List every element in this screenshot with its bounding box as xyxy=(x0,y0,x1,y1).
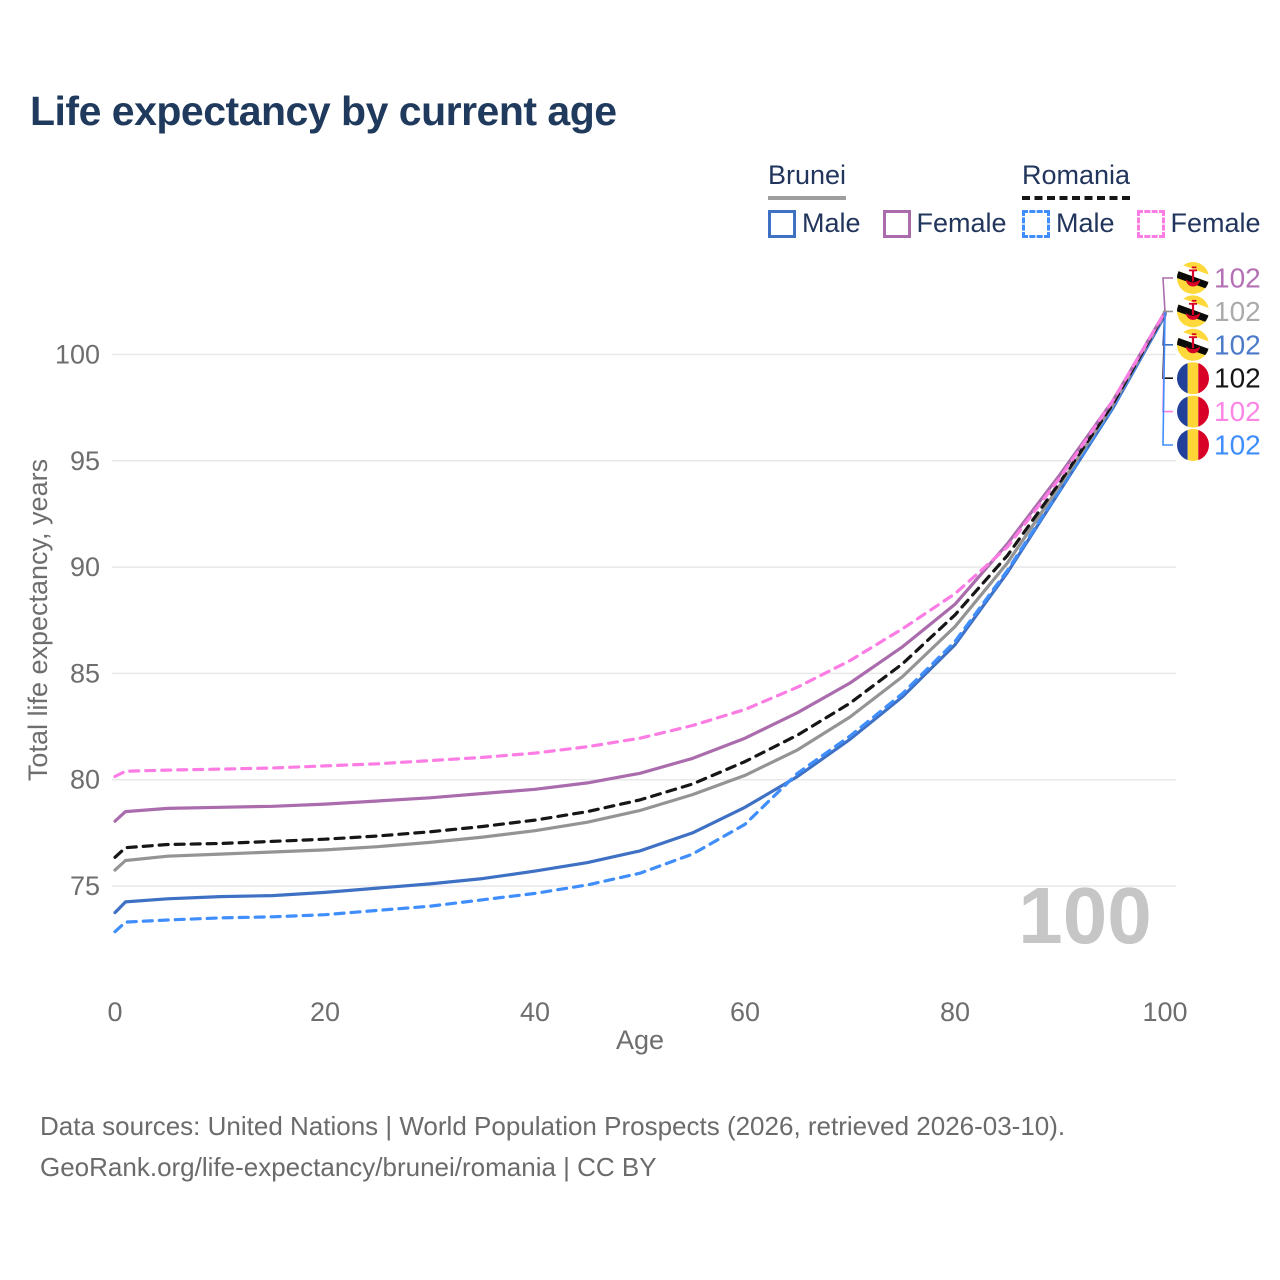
end-value-label-brunei-both: 102 xyxy=(1214,296,1261,327)
series-line-romania-male[interactable] xyxy=(113,312,1167,934)
end-label-connector xyxy=(1162,310,1173,313)
end-value-label-romania-female: 102 xyxy=(1214,396,1261,427)
y-axis-tick-labels: 75 80 85 90 95 100 xyxy=(55,340,100,902)
y-tick-label-85: 85 xyxy=(70,658,100,688)
y-tick-label-100: 100 xyxy=(55,340,100,370)
x-tick-label-80: 80 xyxy=(940,997,970,1027)
x-tick-label-20: 20 xyxy=(310,997,340,1027)
romania-male-swatch-icon xyxy=(1022,209,1050,238)
legend-item-label: Female xyxy=(1170,208,1261,238)
x-axis-tick-labels: 0 20 40 60 80 100 xyxy=(107,997,1187,1027)
end-label-connector xyxy=(1162,311,1173,446)
legend-item-brunei-female[interactable]: Female xyxy=(882,208,1007,239)
y-tick-label-75: 75 xyxy=(70,871,100,901)
series-line-brunei-male[interactable] xyxy=(113,313,1167,915)
current-age-watermark: 100 xyxy=(1018,871,1151,960)
legend: Brunei Male Female Romania Male Female xyxy=(0,160,1280,240)
brunei-flag-icon xyxy=(1173,295,1213,327)
legend-heading-brunei: Brunei xyxy=(768,160,847,200)
romania-flag-icon xyxy=(1177,362,1209,394)
end-value-label-romania-male: 102 xyxy=(1214,430,1261,461)
end-value-label-brunei-male: 102 xyxy=(1214,329,1261,360)
legend-heading-romania: Romania xyxy=(1022,160,1131,200)
x-axis-title: Age xyxy=(616,1025,664,1055)
brunei-female-swatch-icon xyxy=(882,209,911,238)
footer-data-sources: Data sources: United Nations | World Pop… xyxy=(40,1111,1066,1141)
end-label-connector xyxy=(1162,277,1173,313)
y-tick-label-95: 95 xyxy=(70,446,100,476)
y-tick-label-90: 90 xyxy=(70,552,100,582)
x-tick-label-40: 40 xyxy=(520,997,550,1027)
legend-item-label: Male xyxy=(1056,208,1115,238)
series-lines xyxy=(113,310,1167,934)
page-title: Life expectancy by current age xyxy=(30,88,617,134)
x-tick-label-0: 0 xyxy=(107,997,122,1027)
series-line-romania-female[interactable] xyxy=(113,310,1167,779)
legend-item-brunei-male[interactable]: Male xyxy=(768,208,861,239)
x-tick-label-60: 60 xyxy=(730,997,760,1027)
brunei-flag-icon xyxy=(1173,329,1213,361)
romania-female-swatch-icon xyxy=(1136,209,1165,238)
brunei-flag-icon xyxy=(1173,262,1213,294)
romania-flag-icon xyxy=(1177,429,1209,461)
series-line-romania-both-sexes[interactable] xyxy=(113,311,1167,859)
x-tick-label-100: 100 xyxy=(1142,997,1187,1027)
end-value-label-romania-both: 102 xyxy=(1214,363,1261,394)
end-value-label-brunei-female: 102 xyxy=(1214,263,1261,294)
series-line-brunei-female[interactable] xyxy=(113,310,1167,823)
y-tick-label-80: 80 xyxy=(70,765,100,795)
romania-flag-icon xyxy=(1177,396,1209,428)
legend-item-label: Male xyxy=(802,208,861,238)
footer-attribution: GeoRank.org/life-expectancy/brunei/roman… xyxy=(40,1152,657,1182)
series-line-brunei-both-sexes[interactable] xyxy=(113,311,1167,872)
y-axis-title: Total life expectancy, years xyxy=(23,459,53,781)
footer: Data sources: United Nations | World Pop… xyxy=(40,1106,1065,1188)
legend-item-romania-female[interactable]: Female xyxy=(1136,208,1261,239)
legend-item-label: Female xyxy=(916,208,1007,238)
legend-group-romania: Romania Male Female xyxy=(1022,160,1280,239)
legend-item-romania-male[interactable]: Male xyxy=(1022,208,1115,239)
brunei-male-swatch-icon xyxy=(768,209,796,238)
legend-group-brunei: Brunei Male Female xyxy=(768,160,1029,239)
